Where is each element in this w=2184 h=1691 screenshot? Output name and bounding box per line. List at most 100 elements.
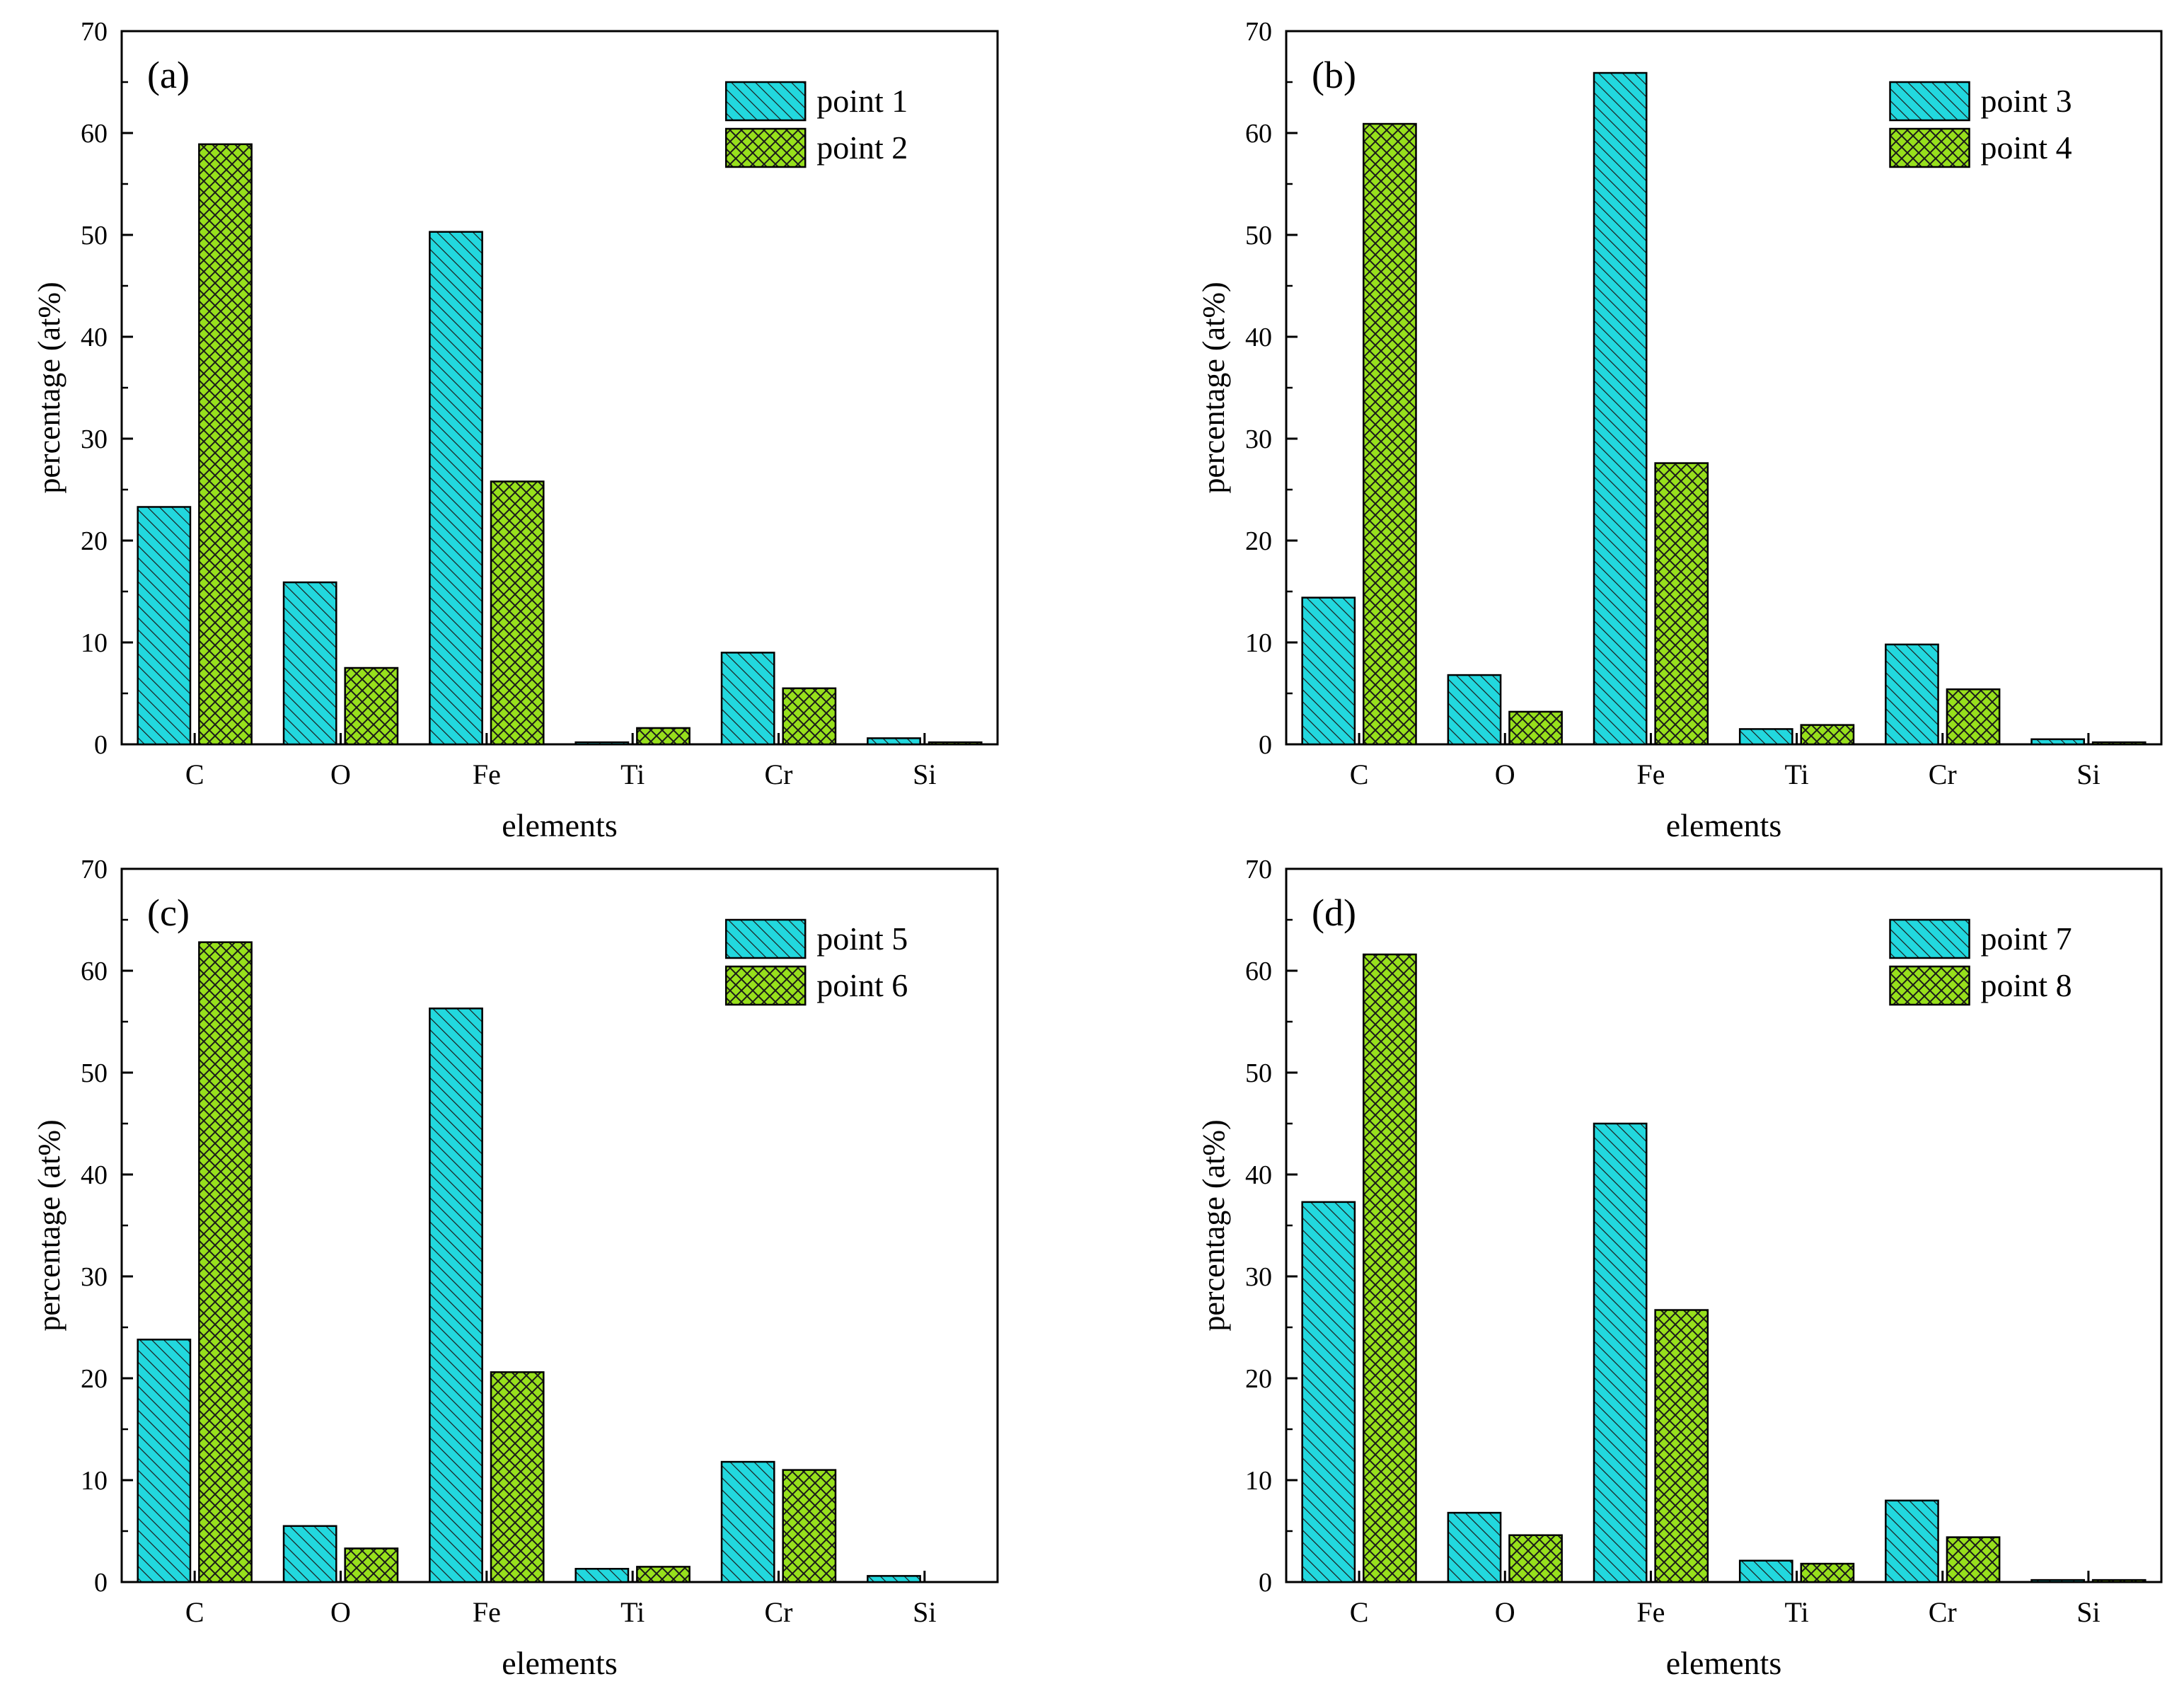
x-tick-label: Cr bbox=[1929, 1596, 1957, 1628]
bar-si-point-3 bbox=[2030, 738, 2085, 746]
x-tick-label: O bbox=[1495, 1596, 1515, 1628]
panel-label: (c) bbox=[147, 891, 190, 934]
y-tick-label: 40 bbox=[81, 1160, 108, 1190]
bar-o-point-1 bbox=[282, 581, 337, 746]
x-tick-label: C bbox=[1350, 1596, 1369, 1628]
x-tick-label: Ti bbox=[1785, 758, 1809, 790]
x-tick-label: Fe bbox=[473, 1596, 501, 1628]
x-tick-label: C bbox=[185, 758, 204, 790]
x-tick-label: Fe bbox=[1636, 758, 1665, 790]
y-tick-label: 70 bbox=[1245, 855, 1272, 884]
x-axis-label: elements bbox=[502, 1645, 618, 1681]
x-tick-label: Si bbox=[913, 758, 936, 790]
y-tick-label: 60 bbox=[81, 119, 108, 149]
x-tick-label: Cr bbox=[1929, 758, 1957, 790]
panel-label: (b) bbox=[1312, 54, 1356, 96]
y-tick-label: 10 bbox=[1245, 1466, 1272, 1496]
legend-swatch bbox=[724, 918, 807, 959]
y-tick-label: 30 bbox=[81, 1262, 108, 1292]
bar-o-point-2 bbox=[344, 666, 399, 746]
bar-c-point-5 bbox=[137, 1339, 192, 1583]
x-tick-label: C bbox=[1350, 758, 1369, 790]
x-tick-label: O bbox=[330, 1596, 351, 1628]
bar-o-point-5 bbox=[282, 1525, 337, 1583]
y-tick-label: 20 bbox=[81, 526, 108, 556]
chart-panel-c: 0 10 20 30 40 50 60 70 percentage (at%) elements C… bbox=[32, 855, 999, 1681]
y-axis-label: percentage (at%) bbox=[1196, 282, 1231, 493]
bar-fe-point-4 bbox=[1654, 462, 1709, 746]
y-tick-label: 30 bbox=[1245, 425, 1272, 454]
legend-swatch bbox=[724, 81, 807, 122]
x-tick-label: Si bbox=[2076, 758, 2100, 790]
y-tick-label: 10 bbox=[1245, 628, 1272, 658]
bar-si-point-4 bbox=[2091, 741, 2147, 746]
legend-swatch bbox=[724, 127, 807, 168]
y-tick-label: 10 bbox=[81, 1466, 108, 1496]
y-tick-label: 20 bbox=[1245, 1364, 1272, 1394]
y-tick-label: 10 bbox=[81, 628, 108, 658]
bar-cr-point-2 bbox=[782, 687, 837, 746]
bar-o-point-4 bbox=[1508, 710, 1563, 746]
y-tick-label: 20 bbox=[1245, 526, 1272, 556]
bar-c-point-2 bbox=[198, 143, 253, 746]
bar-si-point-2 bbox=[928, 741, 983, 746]
x-tick-label: Cr bbox=[765, 1596, 793, 1628]
legend-swatch bbox=[724, 965, 807, 1006]
bar-o-point-8 bbox=[1508, 1534, 1563, 1583]
y-tick-label: 0 bbox=[1259, 730, 1272, 760]
y-tick-label: 40 bbox=[1245, 323, 1272, 352]
bar-fe-point-7 bbox=[1593, 1122, 1648, 1583]
y-tick-label: 50 bbox=[81, 1058, 108, 1088]
bar-ti-point-1 bbox=[574, 741, 630, 746]
bar-fe-point-6 bbox=[490, 1371, 545, 1583]
bar-o-point-7 bbox=[1447, 1511, 1502, 1583]
legend-swatch bbox=[1889, 81, 1970, 122]
y-axis-label: percentage (at%) bbox=[32, 1119, 67, 1331]
y-tick-label: 20 bbox=[81, 1364, 108, 1394]
bar-ti-point-4 bbox=[1800, 724, 1855, 746]
y-tick-label: 50 bbox=[1245, 221, 1272, 250]
y-tick-label: 50 bbox=[1245, 1058, 1272, 1088]
bar-c-point-3 bbox=[1301, 596, 1356, 746]
chart-panel-a: 0 10 20 30 40 50 60 70 percentage (at%) elements C… bbox=[32, 17, 999, 843]
bar-fe-point-8 bbox=[1654, 1309, 1709, 1583]
panel-label: (d) bbox=[1312, 891, 1356, 934]
bar-cr-point-4 bbox=[1946, 688, 2001, 746]
chart-panel-d: 0 10 20 30 40 50 60 70 percentage (at%) elements C… bbox=[1196, 855, 2163, 1681]
bar-ti-point-6 bbox=[636, 1566, 691, 1583]
y-tick-label: 60 bbox=[1245, 119, 1272, 149]
legend-swatch bbox=[1889, 965, 1970, 1006]
bar-c-point-6 bbox=[198, 941, 253, 1583]
bar-o-point-6 bbox=[344, 1547, 399, 1583]
x-tick-label: O bbox=[330, 758, 351, 790]
y-axis-label: percentage (at%) bbox=[1196, 1119, 1231, 1331]
y-tick-label: 40 bbox=[1245, 1160, 1272, 1190]
x-tick-label: Ti bbox=[620, 758, 645, 790]
y-tick-label: 0 bbox=[1259, 1568, 1272, 1598]
bar-fe-point-2 bbox=[490, 480, 545, 746]
x-tick-label: Fe bbox=[1636, 1596, 1665, 1628]
legend-label: point 5 bbox=[816, 920, 908, 957]
legend-label: point 2 bbox=[816, 129, 908, 166]
bar-ti-point-2 bbox=[636, 727, 691, 746]
y-tick-label: 30 bbox=[81, 425, 108, 454]
legend-label: point 4 bbox=[1981, 129, 2072, 166]
bar-fe-point-5 bbox=[429, 1008, 483, 1583]
y-tick-label: 0 bbox=[94, 1568, 108, 1598]
bar-c-point-1 bbox=[137, 506, 192, 746]
x-axis-label: elements bbox=[1666, 1645, 1782, 1681]
bar-ti-point-7 bbox=[1738, 1559, 1793, 1583]
y-tick-label: 50 bbox=[81, 221, 108, 250]
bar-ti-point-8 bbox=[1800, 1562, 1855, 1583]
bar-fe-point-1 bbox=[429, 231, 483, 746]
x-tick-label: Si bbox=[2076, 1596, 2100, 1628]
legend-label: point 3 bbox=[1981, 83, 2072, 119]
x-tick-label: Ti bbox=[620, 1596, 645, 1628]
y-tick-label: 0 bbox=[94, 730, 108, 760]
y-tick-label: 70 bbox=[81, 855, 108, 884]
y-tick-label: 60 bbox=[1245, 957, 1272, 986]
bar-cr-point-7 bbox=[1885, 1499, 1939, 1583]
y-tick-label: 70 bbox=[81, 17, 108, 47]
x-axis-label: elements bbox=[1666, 807, 1782, 843]
bar-c-point-7 bbox=[1301, 1201, 1356, 1583]
